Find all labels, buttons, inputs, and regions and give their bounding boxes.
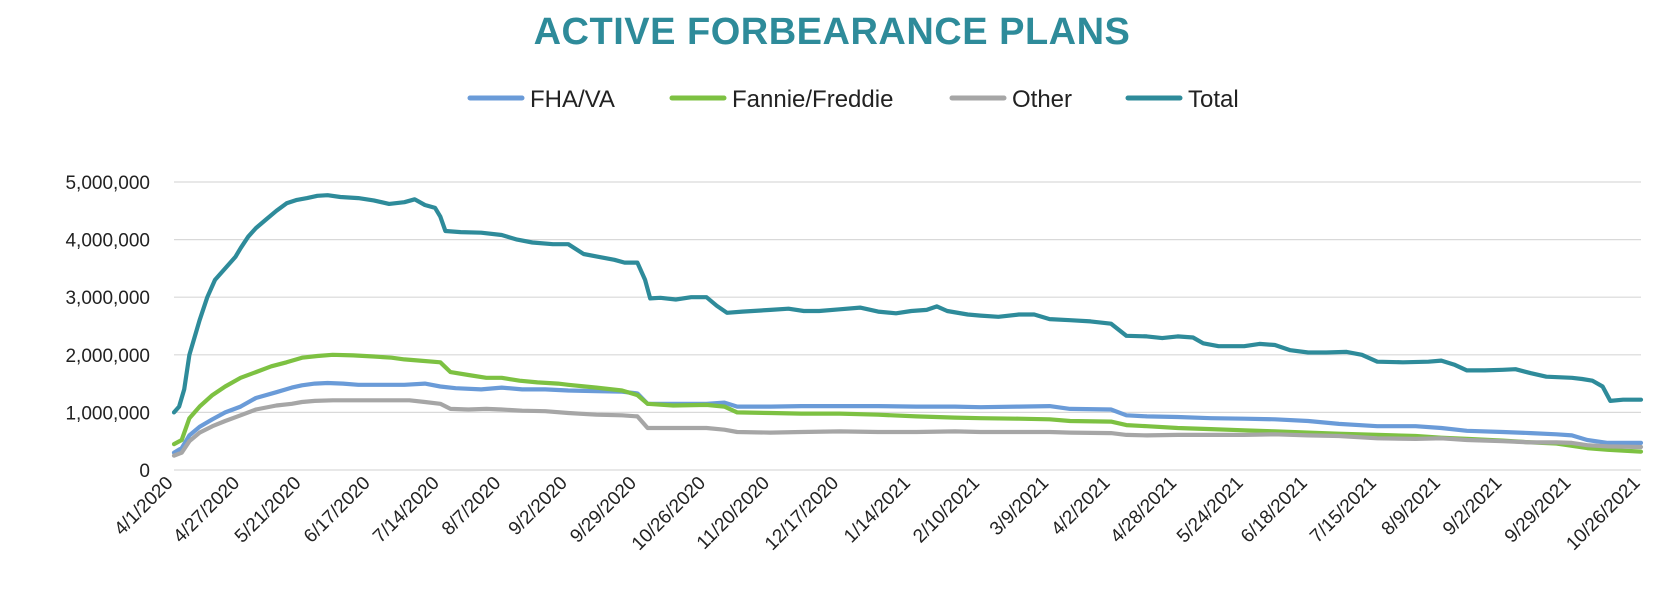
series-line-fha-va [171, 380, 1644, 455]
x-tick-label: 4/27/2020 [169, 473, 244, 548]
x-tick-label: 2/10/2021 [909, 473, 984, 548]
x-tick-label: 6/17/2020 [300, 473, 375, 548]
x-tick-label: 12/17/2020 [761, 473, 843, 555]
legend-label-other: Other [1012, 86, 1072, 113]
x-tick-label: 7/14/2020 [369, 473, 444, 548]
legend-label-total: Total [1188, 86, 1239, 113]
x-tick-label: 7/15/2021 [1306, 473, 1381, 548]
x-tick-label: 1/14/2021 [840, 473, 915, 548]
y-tick-label: 5,000,000 [65, 173, 150, 194]
x-tick-label: 9/2/2021 [1439, 473, 1506, 540]
x-tick-label: 5/21/2020 [231, 473, 306, 548]
y-tick-label: 4,000,000 [65, 231, 150, 252]
legend-label-fha-va: FHA/VA [530, 86, 615, 113]
y-tick-label: 0 [139, 461, 150, 482]
series-line-total [171, 193, 1644, 415]
x-tick-label: 8/7/2020 [438, 473, 505, 540]
chart-title: ACTIVE FORBEARANCE PLANS [534, 11, 1131, 53]
x-tick-label: 4/1/2020 [110, 473, 177, 540]
x-tick-label: 9/29/2021 [1501, 473, 1576, 548]
y-tick-label: 1,000,000 [65, 403, 150, 424]
series-line-other [171, 398, 1644, 458]
x-tick-label: 9/2/2020 [505, 473, 572, 540]
x-tick-label: 8/9/2021 [1378, 473, 1445, 540]
y-tick-label: 2,000,000 [65, 346, 150, 367]
series-line-fannie-freddie [171, 352, 1644, 454]
y-tick-label: 3,000,000 [65, 288, 150, 309]
x-tick-label: 3/9/2021 [986, 473, 1053, 540]
x-tick-label: 4/28/2021 [1107, 473, 1182, 548]
x-tick-label: 10/26/2021 [1562, 473, 1644, 555]
legend-label-fannie-freddie: Fannie/Freddie [732, 86, 893, 113]
x-tick-label: 9/29/2020 [566, 473, 641, 548]
x-tick-label: 5/24/2021 [1173, 473, 1248, 548]
x-tick-label: 4/2/2021 [1047, 473, 1114, 540]
x-tick-label: 6/18/2021 [1237, 473, 1312, 548]
